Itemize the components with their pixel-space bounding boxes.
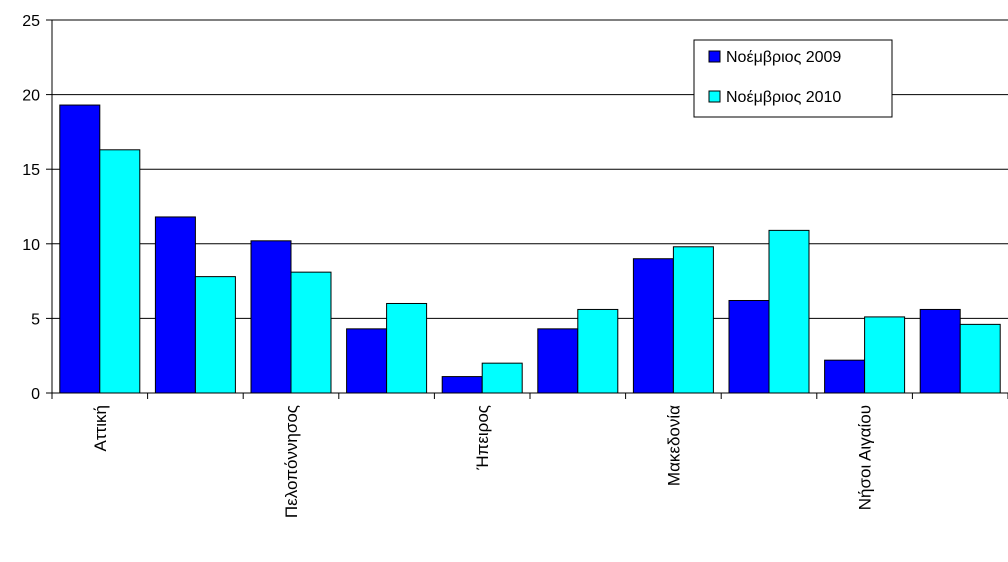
- bar-2010: [577, 308, 619, 394]
- y-axis: 0 5 10 15 20 25: [22, 13, 53, 403]
- bar-2010: [959, 323, 1001, 394]
- y-tick-label: 15: [22, 162, 40, 179]
- x-axis: Αττική Πελοπόννησος Ήπειρος Μακεδονία Νήσοι …: [51, 392, 1008, 518]
- bar-2010: [864, 316, 906, 394]
- bar-2010: [386, 302, 428, 394]
- bar-2010: [672, 246, 714, 394]
- bar-2009: [250, 240, 292, 394]
- bar-2009: [632, 258, 674, 394]
- legend-label: Νοέμβριος 2010: [726, 89, 841, 106]
- bar-2010: [99, 149, 141, 394]
- bar-2009: [824, 359, 866, 394]
- bar-2010: [194, 276, 236, 394]
- bar-2009: [441, 376, 483, 394]
- bar-2009: [728, 299, 770, 394]
- x-category-label: Αττική: [91, 405, 110, 452]
- bar-2009: [537, 328, 579, 394]
- bar-2009: [919, 308, 961, 394]
- bar-2010: [481, 362, 523, 394]
- legend-swatch: [708, 50, 721, 63]
- bars: [59, 104, 1001, 394]
- x-category-label: Ήπειρος: [473, 405, 492, 471]
- x-category-label: Πελοπόννησος: [282, 405, 301, 518]
- legend-swatch: [708, 90, 721, 103]
- bar-2010: [768, 229, 810, 394]
- y-tick-label: 10: [22, 237, 40, 254]
- y-tick-label: 5: [31, 311, 40, 328]
- y-tick-label: 20: [22, 88, 40, 105]
- bar-2009: [59, 104, 101, 394]
- x-category-label: Νήσοι Αιγαίου: [856, 405, 875, 510]
- bar-2009: [346, 328, 388, 394]
- y-tick-label: 0: [31, 386, 40, 403]
- legend-box: [693, 39, 893, 118]
- bar-2009: [154, 216, 196, 394]
- legend-label: Νοέμβριος 2009: [726, 49, 841, 66]
- x-category-label: Μακεδονία: [664, 405, 683, 486]
- y-tick-label: 25: [22, 13, 40, 30]
- bar-2010: [290, 271, 332, 394]
- legend: Νοέμβριος 2009 Νοέμβριος 2010: [693, 39, 893, 118]
